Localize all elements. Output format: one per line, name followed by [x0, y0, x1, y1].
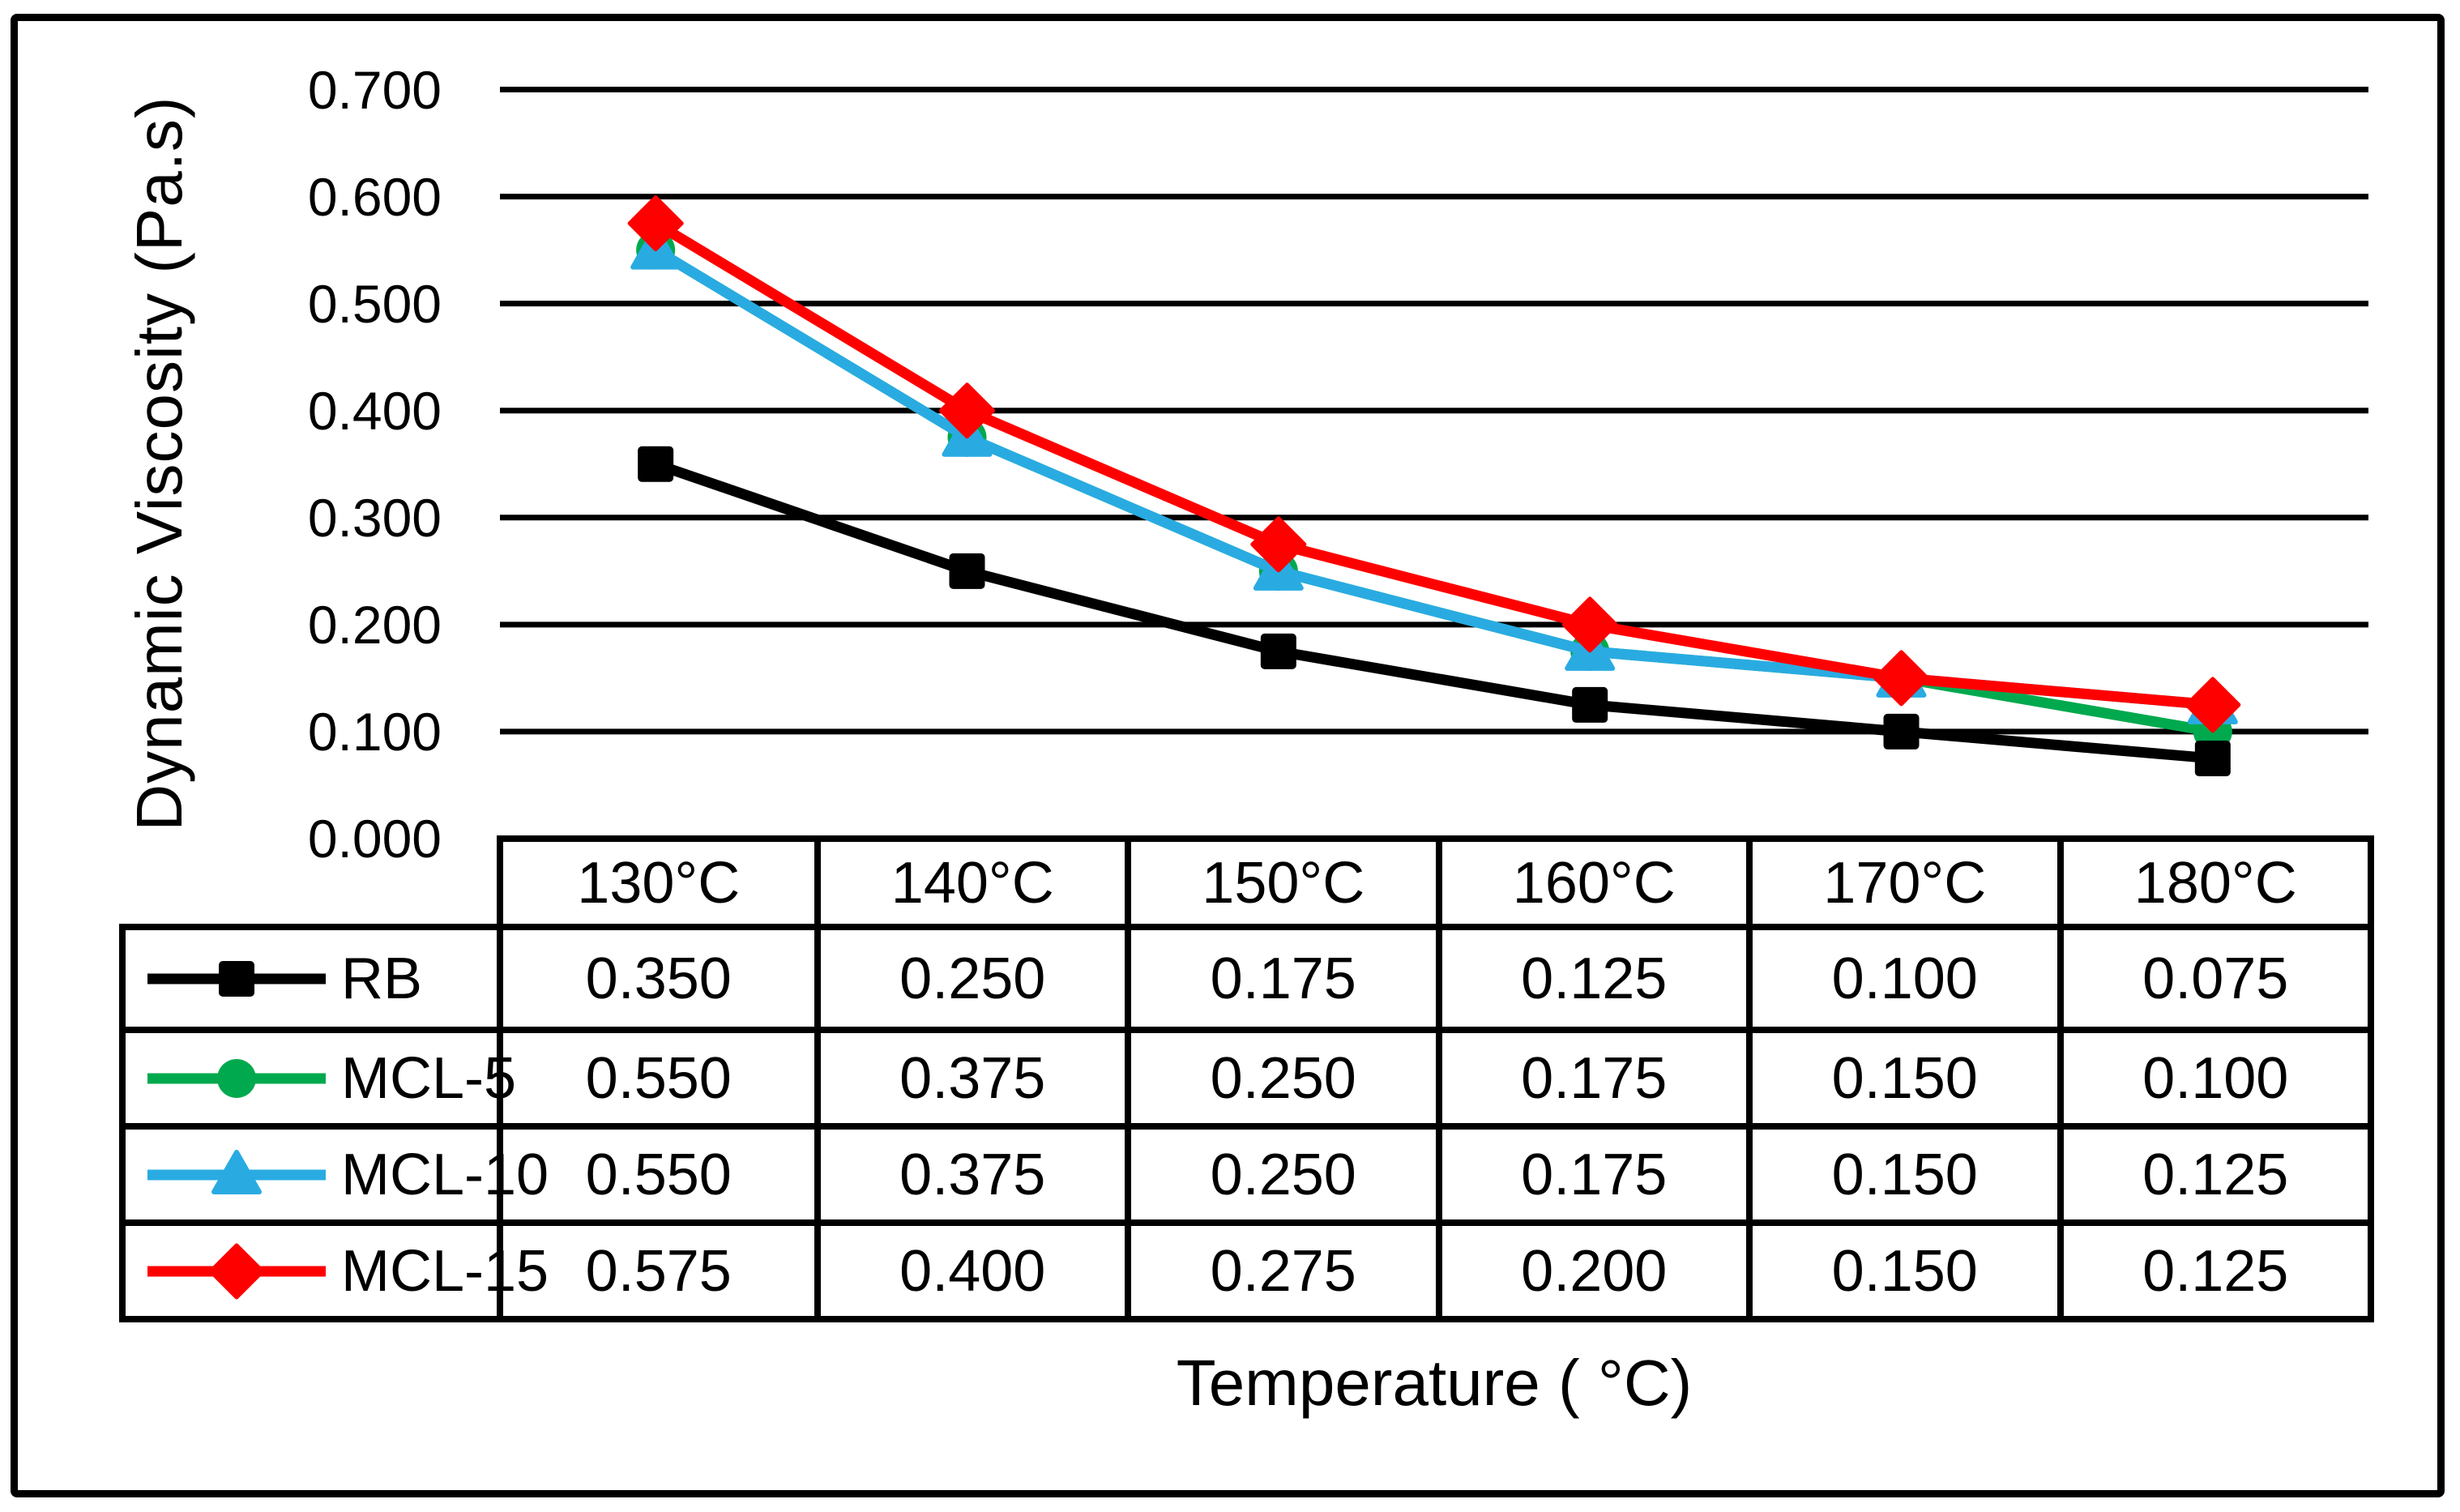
y-tick-label: 0.400 — [307, 380, 442, 441]
header-cell: 170°C — [1746, 842, 2057, 924]
value-cell: 0.075 — [2056, 930, 2368, 1027]
diamond-marker — [1250, 516, 1307, 573]
legend-key-triangle-icon — [147, 1149, 326, 1194]
figure-border — [11, 14, 2445, 1497]
value-cell: 0.125 — [2056, 1219, 2368, 1316]
circle-marker — [217, 1058, 256, 1098]
legend-label: RB — [341, 946, 423, 1011]
header-cell: 160°C — [1435, 842, 1747, 924]
value-cell: 0.100 — [2056, 1027, 2368, 1123]
legend-row: RB — [126, 930, 549, 1027]
value-cell: 0.400 — [814, 1219, 1125, 1316]
legend-label: MCL-5 — [341, 1045, 517, 1111]
value-cell: 0.175 — [1125, 930, 1436, 1027]
legend-key-diamond-icon — [147, 1243, 326, 1299]
y-tick-label: 0.300 — [307, 487, 442, 548]
diamond-marker — [1561, 596, 1618, 653]
legend-label: MCL-10 — [341, 1142, 549, 1207]
value-cell: 0.250 — [1125, 1027, 1436, 1123]
legend-row: MCL-15 — [126, 1219, 549, 1316]
y-tick-label: 0.600 — [307, 166, 442, 227]
square-marker — [949, 553, 985, 589]
value-cell: 0.200 — [1435, 1219, 1746, 1316]
value-cell: 0.375 — [814, 1123, 1125, 1219]
header-cell: 180°C — [2056, 842, 2368, 924]
header-cell: 130°C — [577, 850, 741, 916]
diamond-marker — [1873, 650, 1929, 707]
legend-key-square-icon — [147, 960, 326, 997]
diamond-marker — [2185, 677, 2241, 733]
value-cell: 0.375 — [814, 1027, 1125, 1123]
value-cell: 0.175 — [1435, 1027, 1746, 1123]
value-cell: 0.250 — [1125, 1123, 1436, 1219]
square-marker — [1883, 713, 1920, 750]
diamond-marker — [208, 1243, 265, 1299]
legend-key-circle-icon — [147, 1058, 326, 1098]
header-cell: 150°C — [1125, 842, 1436, 924]
y-tick-label: 0.000 — [307, 809, 442, 869]
value-cell: 0.275 — [1125, 1219, 1436, 1316]
value-cell: 0.150 — [1746, 1027, 2057, 1123]
series-line-MCL-10 — [652, 246, 2214, 711]
square-marker — [1260, 633, 1296, 669]
series-line-MCL-5 — [652, 246, 2214, 737]
series-line-RB — [654, 459, 2214, 764]
diamond-marker — [627, 195, 684, 252]
value-cell: 0.125 — [2056, 1123, 2368, 1219]
series-line-MCL-15 — [652, 219, 2214, 711]
square-marker — [1572, 686, 1608, 723]
header-cell: 140°C — [814, 842, 1125, 924]
legend-row: MCL-5 — [126, 1027, 549, 1123]
value-cell: 0.125 — [1435, 930, 1747, 1027]
y-tick-label: 0.200 — [307, 594, 442, 655]
square-marker — [219, 960, 254, 997]
y-tick-label: 0.500 — [307, 273, 442, 334]
square-marker — [2194, 740, 2231, 776]
value-cell: 0.100 — [1746, 930, 2057, 1027]
y-tick-label: 0.700 — [307, 59, 442, 120]
legend-row: MCL-10 — [126, 1123, 549, 1219]
legend-label: MCL-15 — [341, 1238, 549, 1304]
data-table-legend-column: RB MCL-5 MCL-10 MCL-15 — [119, 924, 549, 1322]
diamond-marker — [939, 382, 995, 439]
value-cell: 0.150 — [1746, 1219, 2057, 1316]
triangle-marker — [211, 1149, 262, 1194]
value-cell: 0.550 — [503, 1027, 814, 1123]
x-axis-title: Temperature ( °C) — [1176, 1347, 1693, 1419]
value-cell: 0.150 — [1746, 1123, 2057, 1219]
data-table-header-row: 130°C 140°C 150°C 160°C 170°C 180°C — [497, 835, 2374, 930]
value-cell: 0.250 — [814, 930, 1125, 1027]
data-table-body: 0.350 0.250 0.175 0.125 0.100 0.075 0.550 0.375… — [497, 924, 2374, 1322]
value-cell: 0.550 — [503, 1123, 814, 1219]
y-tick-label: 0.100 — [307, 701, 442, 762]
value-cell: 0.175 — [1435, 1123, 1746, 1219]
value-cell: 0.575 — [503, 1219, 814, 1316]
square-marker — [638, 446, 674, 482]
value-cell: 0.350 — [585, 946, 732, 1011]
